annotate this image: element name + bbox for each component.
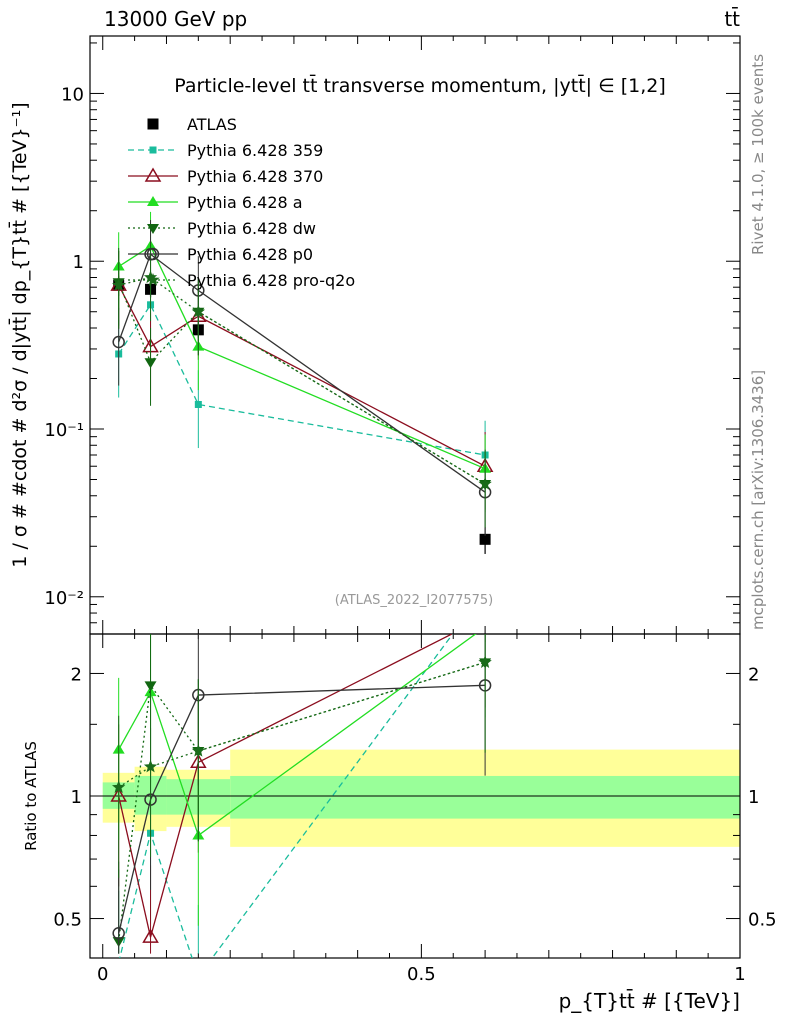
legend-label: ATLAS xyxy=(187,115,237,134)
rivet-version-label: Rivet 4.1.0, ≥ 100k events xyxy=(749,54,767,255)
data-point xyxy=(144,358,157,369)
series-line xyxy=(118,245,486,470)
data-point xyxy=(112,278,126,291)
data-point xyxy=(143,270,158,284)
ratio-y-tick-label: 1 xyxy=(71,787,82,808)
y-tick-label: 1 xyxy=(73,252,84,273)
ratio-y-tick-label-right: 0.5 xyxy=(748,910,777,931)
x-axis-title: p_{T}tt̄ # [{TeV}] xyxy=(559,988,740,1013)
mcplots-label: mcplots.cern.ch [arXiv:1306.3436] xyxy=(749,370,767,630)
data-point xyxy=(194,400,202,408)
ratio-line xyxy=(118,684,486,934)
legend-marker xyxy=(147,224,159,234)
series-line xyxy=(118,276,486,485)
legend-label: Pythia 6.428 dw xyxy=(187,219,316,238)
data-point xyxy=(478,477,492,490)
ratio-y-tick-label-right: 2 xyxy=(748,664,759,685)
ratio-point xyxy=(112,780,126,793)
legend-marker xyxy=(147,118,159,130)
ratio-point xyxy=(191,744,205,757)
ratio-point xyxy=(143,759,158,773)
legend-label: Pythia 6.428 359 xyxy=(187,141,323,160)
header-process-label: tt̄ xyxy=(724,6,740,31)
ratio-line xyxy=(118,634,477,837)
y-axis-title: 1 / σ # #cdot # d²σ / d|ytt̄| dp_{T}tt̄ … xyxy=(7,102,31,567)
ratio-y-tick-label: 0.5 xyxy=(53,910,82,931)
legend-marker xyxy=(147,196,159,206)
y-tick-label: 10⁻¹ xyxy=(44,420,84,441)
series-5 xyxy=(112,220,492,536)
legend-label: Pythia 6.428 pro-q2o xyxy=(187,271,355,290)
y-tick-label: 10⁻² xyxy=(44,588,84,609)
legend-marker xyxy=(149,146,157,154)
legend-marker xyxy=(146,273,160,286)
series-0 xyxy=(113,275,491,554)
ratio-point xyxy=(478,610,492,622)
data-point xyxy=(479,533,491,545)
ratio-point xyxy=(115,959,122,966)
x-tick-label: 0 xyxy=(97,964,108,985)
main-panel: 10⁻² 10⁻¹ 1 10 1 / σ # #cdot # d²σ / d|ytt̄|… xyxy=(7,35,741,635)
ratio-y-tick-label: 2 xyxy=(71,664,82,685)
header-energy-label: 13000 GeV pp xyxy=(104,7,247,31)
ratio-panel: 0.5 0.5 1 1 2 2 0 0.5 1 Ratio to ATLAS p_{T}tt̄ # … xyxy=(22,610,777,1013)
ratio-y-axis-title: Ratio to ATLAS xyxy=(22,741,40,851)
uncertainty-band-green xyxy=(230,775,740,819)
series-line xyxy=(118,281,486,485)
ratio-point xyxy=(478,655,492,668)
series-line xyxy=(118,284,486,467)
legend-marker xyxy=(144,167,162,182)
series-1 xyxy=(115,270,489,499)
data-point xyxy=(191,304,205,318)
legend-label: Pythia 6.428 370 xyxy=(187,167,323,186)
ratio-point xyxy=(142,928,159,943)
legend-label: Pythia 6.428 a xyxy=(187,193,303,212)
ratio-point xyxy=(112,927,125,940)
legend: ATLAS Pythia 6.428 359 Pythia 6.428 370 Pyt… xyxy=(128,115,355,290)
analysis-watermark: (ATLAS_2022_I2077575) xyxy=(335,593,493,608)
data-point xyxy=(112,335,125,349)
chart-title: Particle-level tt̄ transverse momentum, … xyxy=(174,73,666,97)
ratio-line xyxy=(119,634,454,958)
x-tick-label: 1 xyxy=(734,964,745,985)
series-line xyxy=(118,253,486,493)
ratio-point xyxy=(195,973,202,980)
y-tick-label: 10 xyxy=(61,84,84,105)
ratio-y-tick-label-right: 1 xyxy=(748,787,759,808)
series-line xyxy=(118,303,486,456)
x-tick-label: 0.5 xyxy=(407,964,436,985)
legend-label: Pythia 6.428 p0 xyxy=(187,245,313,264)
legend-marker xyxy=(146,247,160,261)
ratio-series-5 xyxy=(112,634,492,878)
ratio-point xyxy=(144,681,157,692)
